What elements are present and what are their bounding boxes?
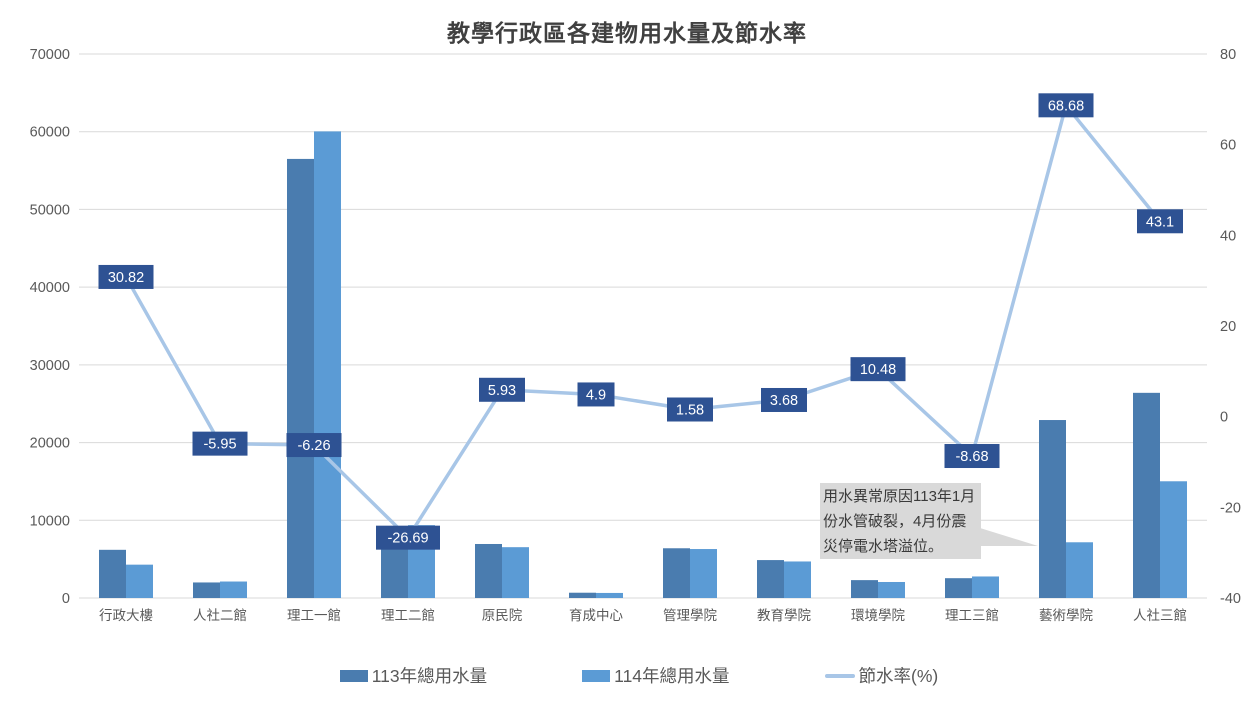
y-axis-right-label: 40 — [1220, 228, 1236, 244]
bar-114[interactable] — [314, 131, 341, 598]
y-axis-right-label: 0 — [1220, 410, 1228, 426]
y-axis-left-label: 40000 — [30, 280, 70, 296]
y-axis-right-label: 80 — [1220, 47, 1236, 63]
x-axis-label: 管理學院 — [663, 608, 717, 623]
bar-114[interactable] — [126, 564, 153, 598]
legend-label-113: 113年總用水量 — [371, 666, 488, 686]
bar-113[interactable] — [287, 158, 314, 598]
bar-113[interactable] — [663, 548, 690, 598]
bar-114[interactable] — [972, 576, 999, 598]
legend-item-114[interactable]: 114年總用水量 — [582, 663, 730, 688]
annotation-line-1: 用水異常原因113年1月 — [823, 488, 976, 505]
x-axis-label: 人社三館 — [1133, 608, 1187, 623]
rate-data-label: -8.68 — [955, 449, 988, 465]
x-axis-label: 環境學院 — [851, 608, 905, 623]
y-axis-right-label: 20 — [1220, 319, 1236, 335]
rate-data-label: -26.69 — [387, 531, 428, 547]
legend-label-114: 114年總用水量 — [614, 666, 730, 686]
bar-113[interactable] — [851, 580, 878, 598]
y-axis-left-label: 30000 — [30, 358, 70, 374]
legend-item-113[interactable]: 113年總用水量 — [339, 663, 488, 688]
y-axis-left-label: 20000 — [30, 436, 70, 452]
annotation-line-2: 份水管破裂，4月份震 — [823, 513, 967, 530]
bar-114[interactable] — [1066, 542, 1093, 598]
rate-data-label: 10.48 — [860, 362, 896, 378]
x-axis-label: 理工三館 — [945, 608, 999, 623]
x-axis-label: 育成中心 — [569, 608, 623, 623]
y-axis-right-label: 60 — [1220, 138, 1236, 154]
bar-114[interactable] — [690, 549, 717, 598]
y-axis-left-label: 0 — [62, 591, 70, 607]
rate-data-label-box[interactable] — [761, 387, 807, 412]
legend: 113年總用水量 114年總用水量 節水率(%) — [12, 663, 1254, 688]
legend-item-rate[interactable]: 節水率(%) — [824, 663, 939, 688]
rate-data-label: 68.68 — [1048, 98, 1084, 114]
y-axis-left-label: 70000 — [30, 47, 70, 63]
rate-data-label-box[interactable] — [944, 444, 1000, 469]
bar-114[interactable] — [220, 581, 247, 598]
legend-line-swatch — [824, 673, 855, 678]
annotation-callout: 用水異常原因113年1月 份水管破裂，4月份震 災停電水塔溢位。 — [820, 483, 981, 559]
rate-data-label: 3.68 — [770, 393, 798, 409]
bar-113[interactable] — [757, 560, 784, 598]
rate-data-label-box[interactable] — [1137, 209, 1183, 234]
rate-data-label: 43.1 — [1146, 214, 1174, 230]
x-axis-label: 行政大樓 — [99, 608, 153, 623]
rate-data-label-box[interactable] — [667, 397, 713, 422]
rate-line[interactable] — [124, 103, 1162, 540]
rate-data-label-box[interactable] — [479, 377, 525, 402]
y-axis-right-label: -20 — [1220, 500, 1241, 516]
bar-113[interactable] — [1133, 392, 1160, 598]
x-axis-label: 人社二館 — [193, 608, 247, 623]
rate-data-label: 4.9 — [586, 387, 606, 403]
annotation-line-3: 災停電水塔溢位。 — [823, 538, 944, 555]
rate-data-label: -5.95 — [203, 437, 236, 453]
chart-title: 教學行政區各建物用水量及節水率 — [447, 20, 807, 46]
bar-113[interactable] — [381, 540, 408, 598]
rate-data-label-box[interactable] — [286, 433, 342, 458]
x-axis-label: 原民院 — [482, 608, 523, 623]
rate-data-label-box[interactable] — [376, 525, 440, 550]
y-axis-right-label: -40 — [1220, 591, 1241, 607]
bar-113[interactable] — [475, 543, 502, 598]
rate-data-label-box[interactable] — [850, 357, 906, 382]
bar-114[interactable] — [1160, 481, 1187, 598]
bar-113[interactable] — [569, 592, 596, 598]
bar-114[interactable] — [502, 547, 529, 598]
rate-data-label: 1.58 — [676, 403, 704, 419]
y-axis-left-label: 50000 — [30, 202, 70, 218]
rate-data-label: 30.82 — [108, 270, 144, 286]
rate-data-label: -6.26 — [297, 438, 330, 454]
bar-113[interactable] — [193, 582, 220, 598]
legend-swatch-113 — [339, 669, 368, 682]
y-axis-left-label: 10000 — [30, 513, 70, 529]
rate-data-label-box[interactable] — [192, 431, 248, 456]
callout-pointer — [980, 528, 1038, 546]
y-axis-left-label: 60000 — [30, 125, 70, 141]
legend-swatch-114 — [582, 669, 611, 682]
rate-data-label: 5.93 — [488, 383, 516, 399]
bar-113[interactable] — [945, 578, 972, 598]
bar-114[interactable] — [596, 592, 623, 598]
rate-data-label-box[interactable] — [1038, 93, 1094, 118]
x-axis-label: 理工一館 — [287, 608, 341, 623]
bar-113[interactable] — [99, 549, 126, 598]
x-axis-label: 藝術學院 — [1039, 608, 1093, 623]
bar-114[interactable] — [784, 561, 811, 598]
legend-label-rate: 節水率(%) — [858, 666, 939, 686]
x-axis-label: 教育學院 — [757, 608, 811, 623]
x-axis-label: 理工二館 — [381, 608, 435, 623]
bar-113[interactable] — [1039, 420, 1066, 598]
rate-data-label-box[interactable] — [577, 382, 615, 407]
rate-data-label-box[interactable] — [98, 264, 154, 289]
bar-114[interactable] — [878, 581, 905, 598]
